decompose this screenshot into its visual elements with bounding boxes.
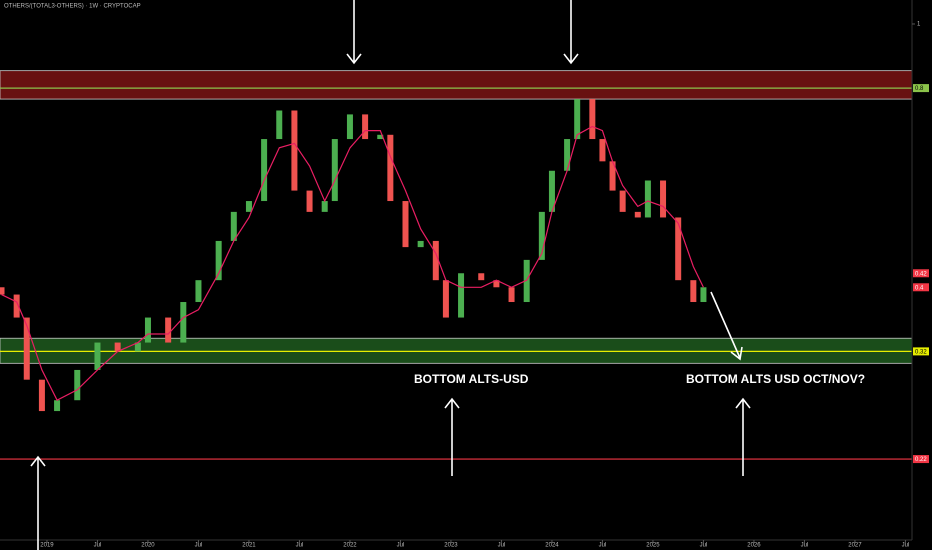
- arrow: [346, 0, 362, 65]
- candle-body: [599, 139, 606, 162]
- candle-body: [276, 110, 283, 140]
- candle-body: [690, 280, 697, 303]
- candle-body: [574, 99, 581, 140]
- y-tick-label: 1: [917, 22, 921, 28]
- candle-body: [417, 240, 424, 248]
- x-tick-label: Jul: [498, 543, 506, 549]
- arrow: [444, 397, 460, 476]
- candle-body: [321, 201, 328, 212]
- candle-body: [458, 273, 465, 318]
- x-tick-label: Jul: [195, 543, 203, 549]
- x-tick-label: 2023: [444, 543, 458, 549]
- candle-body: [144, 317, 151, 343]
- x-tick-label: Jul: [397, 543, 405, 549]
- x-tick-label: 2019: [40, 543, 54, 549]
- arrow: [563, 0, 579, 65]
- x-tick-label: Jul: [801, 543, 809, 549]
- chart-title: OTHERS/(TOTAL3-OTHERS) · 1W · CRYPTOCAP: [4, 4, 141, 10]
- x-tick-label: 2024: [545, 543, 559, 549]
- candle-body: [538, 211, 545, 260]
- candle-body: [675, 217, 682, 281]
- candle-body: [493, 280, 500, 288]
- moving-average: [1, 125, 704, 402]
- candle-body: [548, 170, 555, 212]
- candle-body: [180, 302, 187, 343]
- candle-body: [442, 280, 449, 318]
- candle-body: [134, 342, 141, 352]
- zone: [0, 70, 913, 100]
- price-label: 0.42: [915, 271, 927, 277]
- arrow: [30, 455, 46, 550]
- candle-body: [478, 273, 485, 281]
- candle-body: [432, 240, 439, 281]
- price-badge: [913, 455, 929, 464]
- candle-body: [589, 99, 596, 140]
- price-label: 0.32: [915, 349, 927, 355]
- price-label: 0.4: [915, 285, 924, 291]
- arrow: [710, 291, 743, 361]
- candle-body: [362, 114, 369, 140]
- x-tick-label: 2025: [646, 543, 660, 549]
- candle-body: [195, 280, 202, 303]
- candle-body: [23, 317, 30, 380]
- marks: [0, 99, 707, 412]
- arrows: [30, 0, 751, 550]
- x-tick-label: 2027: [848, 543, 862, 549]
- candle-body: [291, 110, 298, 191]
- candle-body: [644, 180, 651, 218]
- x-tick-label: Jul: [700, 543, 708, 549]
- x-tick-label: 2026: [747, 543, 761, 549]
- candle-body: [13, 294, 20, 318]
- candle-body: [564, 139, 571, 171]
- x-tick-label: 2021: [242, 543, 256, 549]
- price-label: 0.22: [915, 457, 927, 463]
- x-tick-label: Jul: [902, 543, 910, 549]
- price-badge: [913, 84, 929, 93]
- candle-body: [523, 259, 530, 303]
- candle-body: [508, 287, 515, 303]
- candle-body: [306, 190, 313, 212]
- price-badge: [913, 347, 929, 356]
- price-badge: [913, 269, 929, 278]
- candle-body: [54, 400, 61, 412]
- candle-body: [331, 139, 338, 202]
- candle-body: [619, 190, 626, 212]
- x-tick-label: 2022: [343, 543, 357, 549]
- price-label: 0.8: [915, 86, 924, 92]
- annotation: BOTTOM ALTS-USD: [414, 372, 529, 386]
- candle-body: [346, 114, 353, 140]
- candle-body: [245, 201, 252, 212]
- candle-body: [660, 180, 667, 218]
- candle-body: [165, 317, 172, 343]
- arrow: [735, 397, 751, 476]
- zones: [0, 70, 913, 460]
- candle-body: [377, 134, 384, 140]
- annotation: BOTTOM ALTS USD OCT/NOV?: [686, 372, 865, 386]
- candle-body: [402, 201, 409, 248]
- candle-body: [387, 134, 394, 202]
- candle-body: [700, 287, 707, 303]
- candle-body: [0, 287, 5, 295]
- candle-body: [215, 240, 222, 281]
- candle-body: [94, 342, 101, 370]
- x-tick-label: Jul: [599, 543, 607, 549]
- candle-body: [634, 211, 641, 218]
- candle-body: [261, 139, 268, 202]
- x-tick-label: Jul: [296, 543, 304, 549]
- x-tick-label: Jul: [94, 543, 102, 549]
- candle-body: [74, 369, 81, 401]
- candle-body: [114, 342, 121, 352]
- candle-body: [609, 161, 616, 191]
- candle-body: [230, 211, 237, 241]
- price-badge: [913, 283, 929, 292]
- x-tick-label: 2020: [141, 543, 155, 549]
- candle-body: [38, 379, 45, 412]
